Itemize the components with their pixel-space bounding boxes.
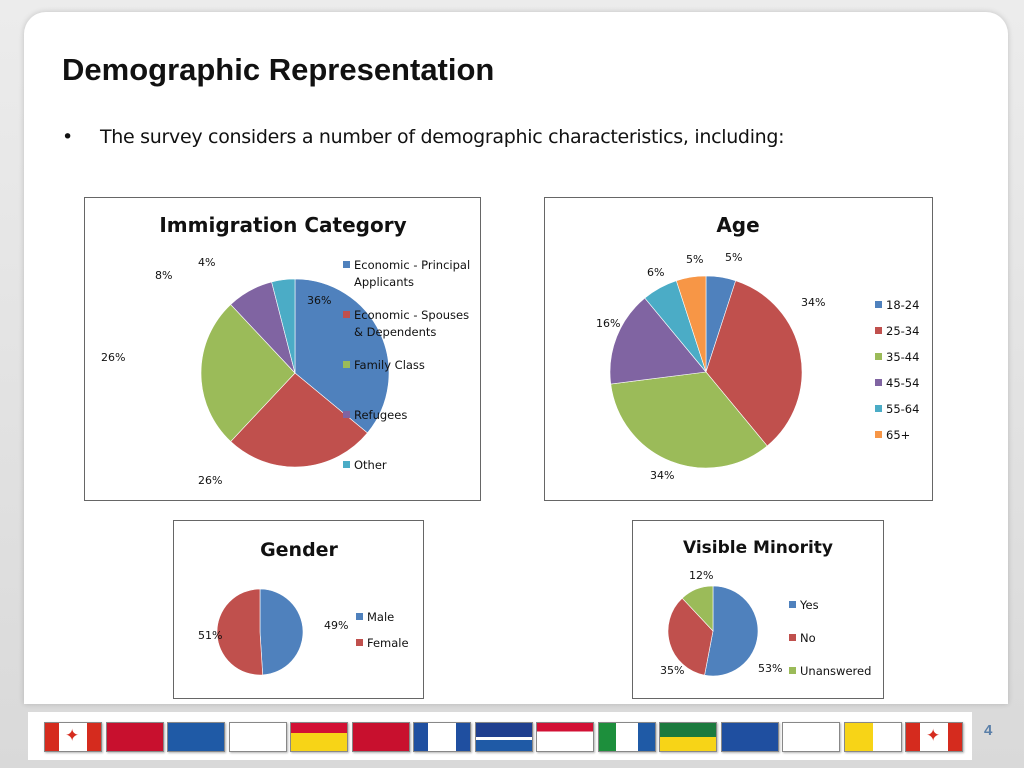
alberta-flag-icon (720, 722, 779, 752)
minority-legend-entry-2: Unanswered (800, 664, 871, 678)
age-legend-swatch-2 (875, 353, 882, 360)
immigration-category-chart: Immigration Category 36% 26% 26% 8% 4% Economi… (84, 197, 481, 501)
ontario-flag-icon (105, 722, 164, 752)
prince-edward-island-flag-icon (536, 722, 594, 752)
bullet-text: The survey considers a number of demogra… (100, 126, 785, 148)
canada-flag-icon: ✦ (905, 722, 963, 752)
minority-legend-entry-1: No (800, 631, 816, 645)
nova-scotia-flag-icon (228, 722, 287, 752)
gender-data-label-1: 51% (198, 629, 222, 642)
minority-legend-entry-0: Yes (799, 598, 819, 612)
age-slice-5 (675, 275, 707, 373)
age-legend-swatch-5 (875, 431, 882, 438)
minority-pie-svg: Visible Minority 53% 35% 12% Yes No Unanswered (660, 538, 871, 678)
visible-minority-chart: Visible Minority 53% 35% 12% Yes No Unanswered (632, 520, 884, 699)
bullet-item: • The survey considers a number of demogr… (62, 126, 785, 148)
minority-data-label-2: 12% (689, 569, 713, 582)
minority-slice-1 (667, 597, 714, 676)
age-legend-entry-2: 35-44 (886, 350, 919, 364)
minority-legend-swatch-0 (789, 601, 796, 608)
british-columbia-flag-icon (474, 722, 533, 752)
age-slice-3 (609, 297, 707, 385)
immigration-data-label-3: 8% (155, 269, 172, 282)
age-legend-entry-5: 65+ (886, 428, 910, 442)
gender-legend-entry-0: Male (367, 610, 394, 624)
immigration-legend-entry-0: Applicants (354, 275, 414, 289)
gender-legend-swatch-0 (356, 613, 363, 620)
gender-chart-title: Gender (260, 539, 338, 561)
immigration-legend-swatch-0 (343, 261, 350, 268)
immigration-slice-4 (271, 278, 296, 374)
immigration-legend-swatch-4 (343, 461, 350, 468)
age-chart-title: Age (716, 213, 759, 237)
gender-slice-0 (259, 588, 304, 676)
immigration-slice-1 (230, 372, 368, 468)
age-data-label-2: 34% (650, 469, 674, 482)
gender-pie-svg: Gender 49% 51% Male Female (198, 539, 409, 676)
quebec-flag-icon (167, 722, 225, 752)
age-legend-entry-3: 45-54 (886, 376, 919, 390)
immigration-legend-swatch-3 (343, 411, 350, 418)
immigration-slice-2 (200, 304, 296, 442)
gender-chart: Gender 49% 51% Male Female (173, 520, 424, 699)
gender-data-label-0: 49% (324, 619, 348, 632)
minority-legend-swatch-2 (789, 667, 796, 674)
immigration-legend-entry-1: Economic - Spouses (354, 308, 469, 322)
immigration-chart-title: Immigration Category (159, 213, 406, 237)
yukon-flag-icon (597, 722, 656, 752)
age-legend-swatch-0 (875, 301, 882, 308)
provincial-flags-bar: ✦ ✦ (28, 712, 972, 760)
minority-legend-swatch-1 (789, 634, 796, 641)
age-data-label-1: 34% (801, 296, 825, 309)
immigration-legend-swatch-2 (343, 361, 350, 368)
immigration-data-label-1: 26% (198, 474, 222, 487)
age-legend-swatch-4 (875, 405, 882, 412)
age-legend-swatch-3 (875, 379, 882, 386)
immigration-legend-entry-1: & Dependents (354, 325, 436, 339)
immigration-data-label-4: 4% (198, 256, 215, 269)
canada-flag-icon: ✦ (44, 722, 102, 752)
manitoba-flag-icon (351, 722, 410, 752)
gender-slice-1 (216, 588, 264, 676)
immigration-pie-svg: Immigration Category 36% 26% 26% 8% 4% Economi… (101, 213, 470, 487)
newfoundland-flag-icon (782, 722, 840, 752)
age-slice-2 (610, 371, 768, 469)
age-data-label-3: 16% (596, 317, 620, 330)
age-data-label-5: 5% (686, 253, 703, 266)
age-legend-entry-0: 18-24 (886, 298, 919, 312)
age-legend-swatch-1 (875, 327, 882, 334)
minority-slice-2 (681, 585, 714, 632)
saskatchewan-flag-icon (659, 722, 717, 752)
gender-legend-swatch-1 (356, 639, 363, 646)
age-legend-entry-1: 25-34 (886, 324, 919, 338)
new-brunswick-flag-icon (290, 722, 348, 752)
age-legend-entry-4: 55-64 (886, 402, 919, 416)
immigration-legend-entry-4: Other (354, 458, 387, 472)
immigration-legend-entry-2: Family Class (354, 358, 425, 372)
immigration-data-label-2: 26% (101, 351, 125, 364)
bullet-marker: • (62, 126, 73, 148)
northwest-territories-flag-icon (413, 722, 471, 752)
page-title: Demographic Representation (62, 52, 495, 87)
minority-slice-0 (704, 585, 759, 677)
immigration-legend-entry-3: Refugees (354, 408, 407, 422)
minority-data-label-1: 35% (660, 664, 684, 677)
page-number: 4 (984, 722, 993, 739)
minority-chart-title: Visible Minority (683, 538, 833, 558)
age-pie-svg: Age 5% 34% 34% 16% 6% 5% 18-24 25-34 35-44 45-54 55… (596, 213, 919, 482)
nunavut-flag-icon (843, 722, 902, 752)
immigration-legend-swatch-1 (343, 311, 350, 318)
age-chart: Age 5% 34% 34% 16% 6% 5% 18-24 25-34 35-44 45-54 55… (544, 197, 933, 501)
immigration-data-label-0: 36% (307, 294, 331, 307)
minority-data-label-0: 53% (758, 662, 782, 675)
age-slice-1 (705, 280, 803, 447)
immigration-slice-0 (294, 278, 390, 434)
age-data-label-4: 6% (647, 266, 664, 279)
age-data-label-0: 5% (725, 251, 742, 264)
gender-legend-entry-1: Female (367, 636, 409, 650)
immigration-legend-entry-0: Economic - Principal (354, 258, 470, 272)
